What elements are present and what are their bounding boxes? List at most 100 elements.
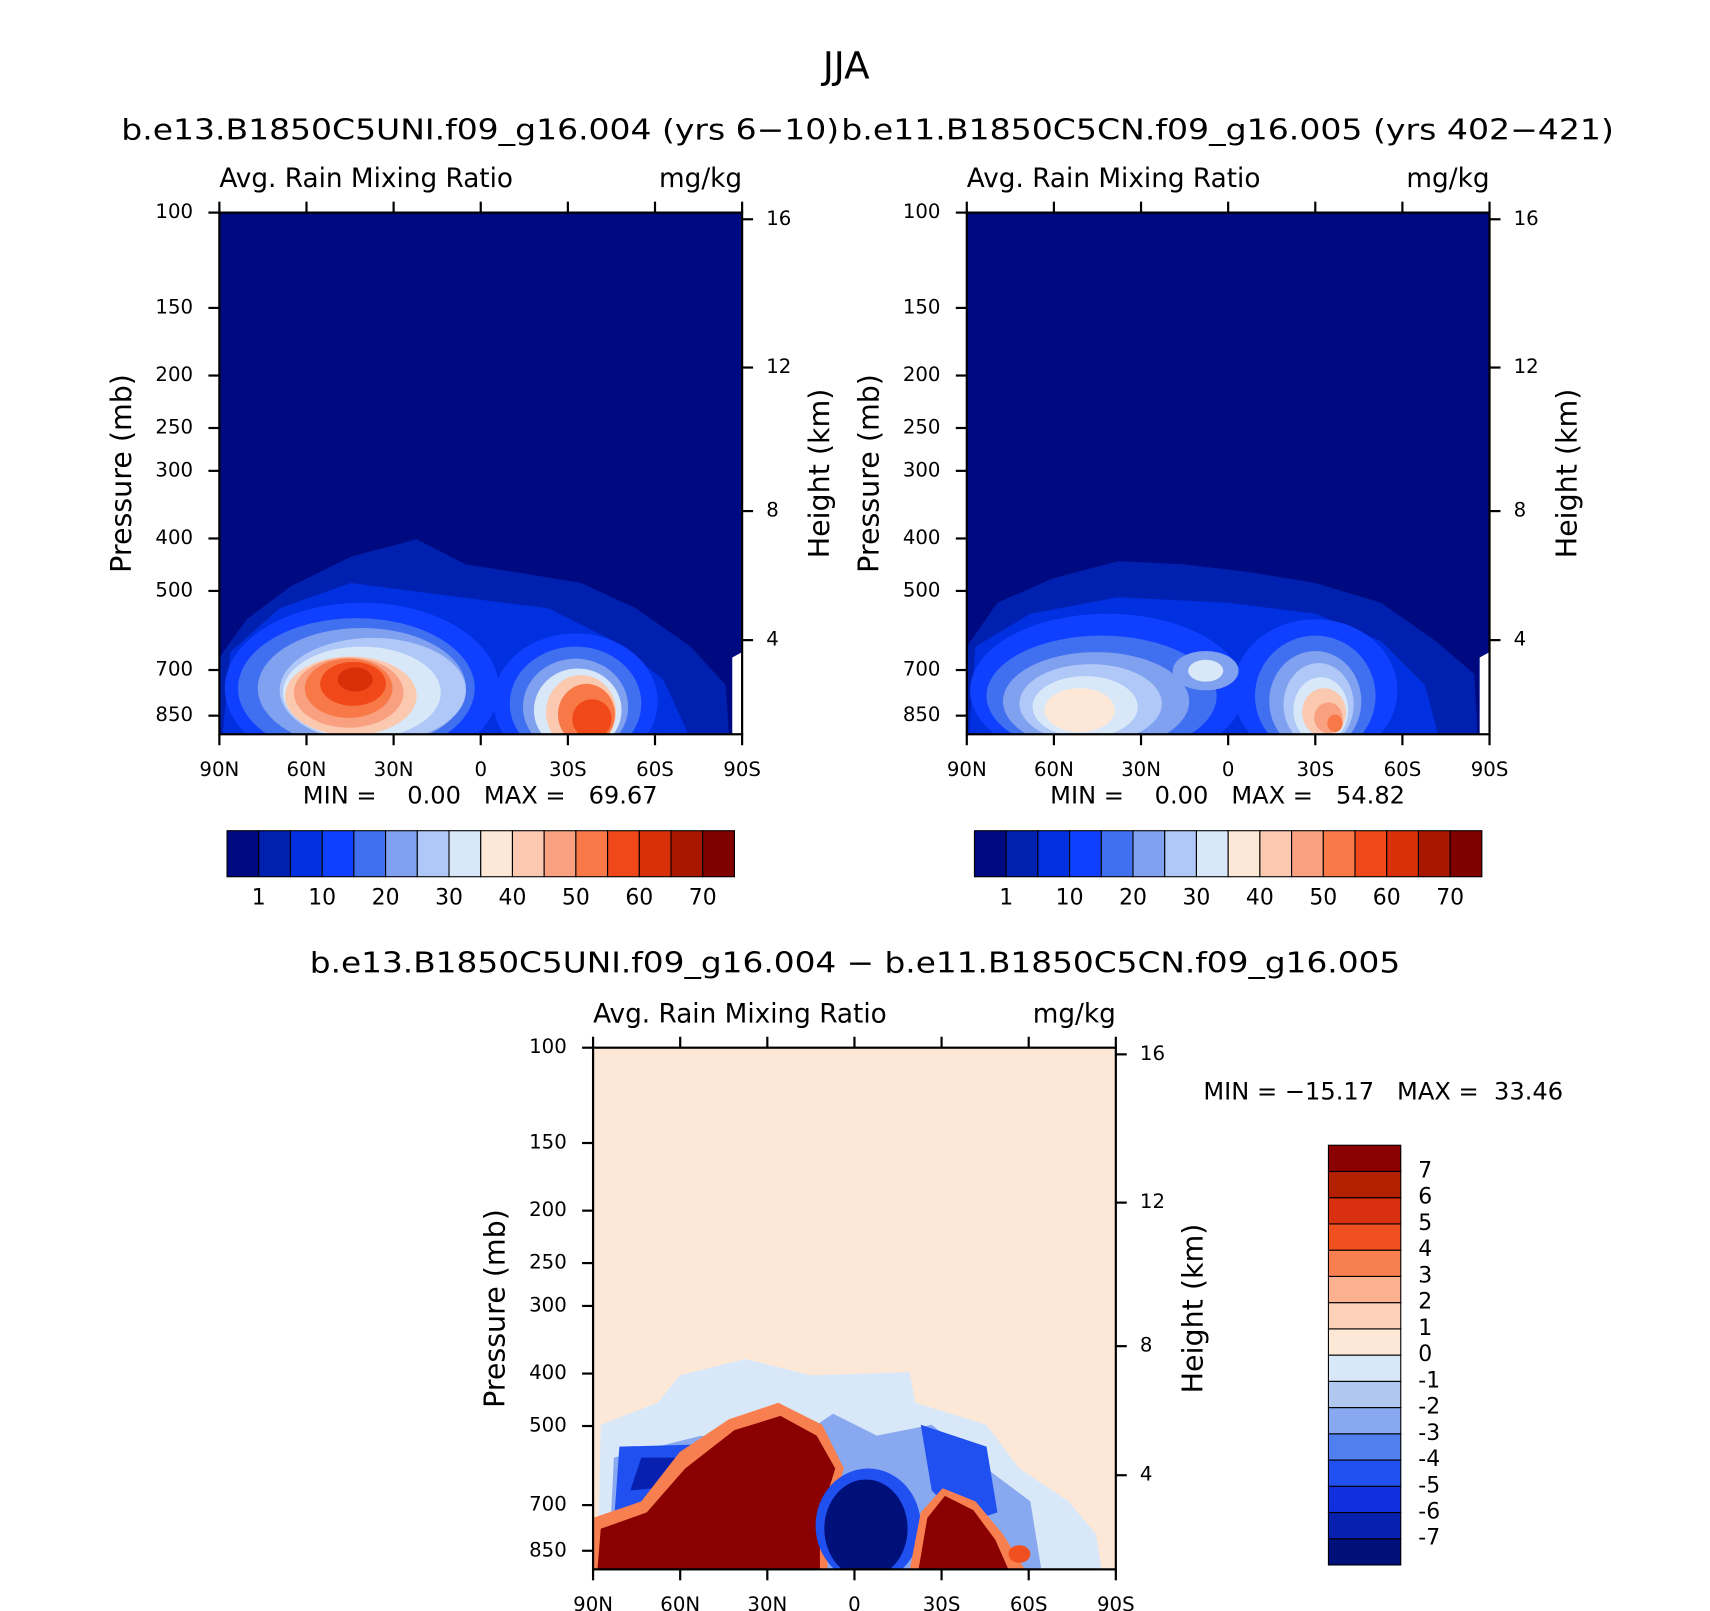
x-tick-label: 30N <box>747 1593 787 1611</box>
y-tick-label: 500 <box>155 578 193 601</box>
x-tick-label: 30S <box>549 758 587 781</box>
colorbar-box <box>702 830 735 878</box>
y-tick-label: 850 <box>155 703 193 726</box>
colorbar-box <box>1327 1485 1402 1514</box>
colorbar-box <box>575 830 609 878</box>
y2-tick-label: 12 <box>1514 355 1539 378</box>
colorbar-label: -1 <box>1418 1368 1440 1393</box>
colorbar-box <box>1069 830 1102 878</box>
y-tick-label: 150 <box>155 295 193 318</box>
colorbar-box <box>385 830 418 878</box>
x-tick-label: 0 <box>1222 758 1235 781</box>
x-tick-label: 90S <box>1097 1593 1135 1611</box>
colorbar-label: 4 <box>1418 1237 1432 1262</box>
y-tick-label: 500 <box>529 1414 567 1437</box>
colorbar-box <box>1327 1511 1402 1540</box>
colorbar-label: 1 <box>1418 1316 1432 1341</box>
colorbar-box <box>1327 1170 1402 1199</box>
units: mg/kg <box>1406 164 1489 194</box>
x-tick-label: 60S <box>1384 758 1422 781</box>
x-tick-label: 30N <box>374 758 414 781</box>
colorbar-box <box>289 830 323 878</box>
colorbar-box <box>353 830 387 878</box>
panel-subtitle: Avg. Rain Mixing Ratio <box>967 164 1261 194</box>
panel-title: b.e13.B1850C5UNI.f09_g16.004 (yrs 6−10) <box>121 114 839 147</box>
y2-tick-label: 8 <box>1514 499 1527 522</box>
x-tick-label: 90N <box>573 1593 613 1611</box>
colorbar-label: 30 <box>435 886 463 911</box>
y2-tick-label: 8 <box>766 499 779 522</box>
panel-title: b.e11.B1850C5CN.f09_g16.005 (yrs 402−421… <box>841 114 1614 147</box>
colorbar-box <box>1132 830 1166 878</box>
colorbar-box <box>321 830 355 878</box>
y-tick-label: 200 <box>529 1198 567 1221</box>
colorbar-box <box>1322 830 1356 878</box>
units: mg/kg <box>659 164 742 194</box>
colorbar-box <box>1327 1302 1402 1330</box>
y-tick-label: 850 <box>903 703 941 726</box>
x-tick-label: 30N <box>1121 758 1161 781</box>
y-axis-label: Pressure (mb) <box>479 1209 512 1408</box>
colorbar-box <box>416 830 450 878</box>
colorbar-box <box>1327 1223 1402 1251</box>
colorbar-box <box>258 830 292 878</box>
colorbar-box <box>1037 830 1071 878</box>
colorbar-box <box>1327 1433 1402 1461</box>
colorbar-label: 20 <box>372 886 400 911</box>
x-tick-label: 30S <box>1296 758 1334 781</box>
colorbar-label: 20 <box>1119 886 1147 911</box>
colorbar-box <box>638 830 672 878</box>
colorbar-label: 70 <box>689 886 717 911</box>
colorbar-box <box>1327 1328 1402 1356</box>
colorbar-box <box>1327 1459 1402 1487</box>
colorbar-box <box>1227 830 1261 878</box>
colorbar-label: 0 <box>1418 1342 1432 1367</box>
colorbar-label: 10 <box>308 886 336 911</box>
colorbar-label: 40 <box>1246 886 1274 911</box>
contour-field <box>593 1047 1116 1570</box>
colorbar-label: 50 <box>1309 886 1337 911</box>
y-tick-label: 300 <box>155 458 193 481</box>
colorbar-label: 7 <box>1418 1158 1432 1183</box>
y2-tick-label: 4 <box>766 628 779 651</box>
x-tick-label: 60N <box>287 758 327 781</box>
x-tick-label: 60S <box>636 758 674 781</box>
colorbar-box <box>543 830 577 878</box>
colorbar-box <box>1005 830 1039 878</box>
min-max-stats: MIN = −15.17 MAX = 33.46 <box>1203 1078 1563 1106</box>
colorbar-box <box>1327 1275 1402 1304</box>
x-tick-label: 90S <box>723 758 761 781</box>
y2-tick-label: 16 <box>1140 1042 1165 1065</box>
y-tick-label: 100 <box>903 200 941 223</box>
y-axis-label: Pressure (mb) <box>105 374 138 573</box>
y-tick-label: 250 <box>903 415 941 438</box>
colorbar-label: 30 <box>1183 886 1211 911</box>
y2-tick-label: 4 <box>1140 1463 1153 1486</box>
figure-title: JJA <box>821 43 870 87</box>
colorbar-label: 60 <box>1373 886 1401 911</box>
x-tick-label: 0 <box>848 1593 861 1611</box>
colorbar-label: 70 <box>1436 886 1464 911</box>
panel-subtitle: Avg. Rain Mixing Ratio <box>219 164 513 194</box>
y2-tick-label: 16 <box>1514 207 1539 230</box>
colorbar-label: 1 <box>999 886 1013 911</box>
y2-tick-label: 12 <box>766 355 791 378</box>
colorbar-label: -6 <box>1418 1500 1440 1525</box>
contour-field <box>219 212 743 735</box>
units: mg/kg <box>1033 999 1116 1029</box>
colorbar-box <box>1327 1407 1402 1435</box>
colorbar-box <box>480 830 514 878</box>
y2-axis-label: Height (km) <box>1550 389 1583 559</box>
colorbar-box <box>448 830 482 878</box>
colorbar-box <box>1100 830 1134 878</box>
y-tick-label: 500 <box>903 578 941 601</box>
x-tick-label: 0 <box>474 758 487 781</box>
colorbar-box <box>1449 830 1483 878</box>
y-tick-label: 250 <box>529 1251 567 1274</box>
colorbar-box <box>1164 830 1197 878</box>
y-tick-label: 400 <box>155 526 193 549</box>
colorbar-box <box>973 830 1007 878</box>
colorbar-label: 5 <box>1418 1211 1432 1236</box>
